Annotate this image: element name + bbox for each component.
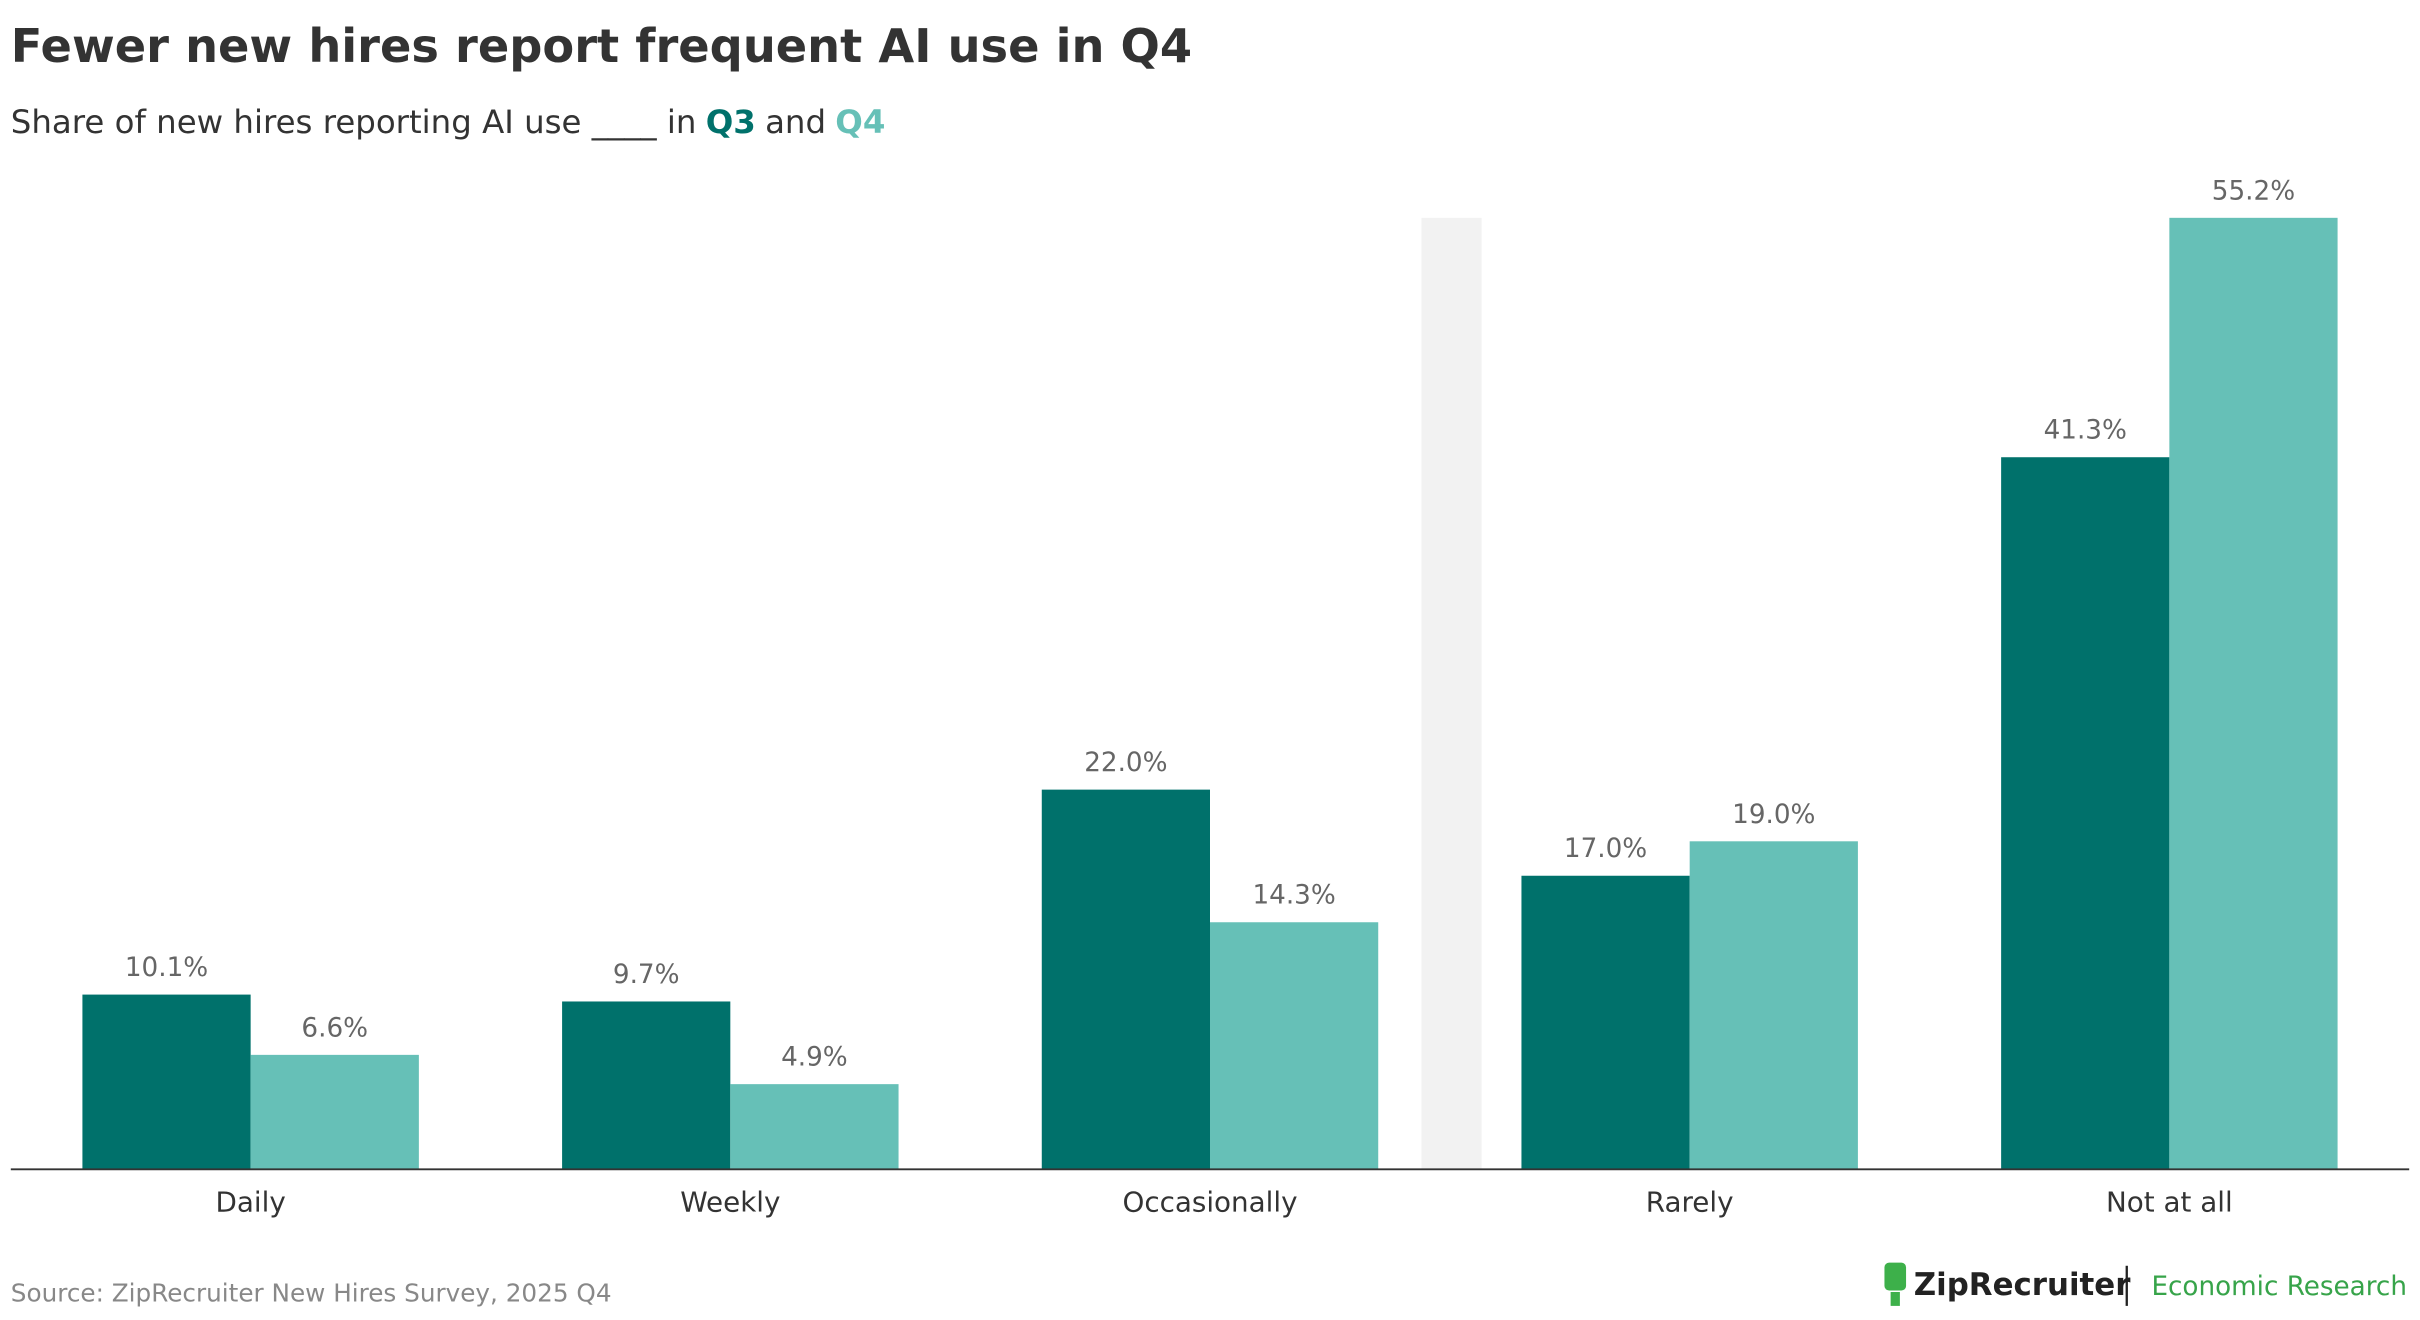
logo-icon bbox=[1890, 1292, 1900, 1306]
chart-title: Fewer new hires report frequent AI use i… bbox=[11, 19, 1192, 73]
value-label: 17.0% bbox=[1564, 834, 1647, 864]
bar bbox=[82, 994, 251, 1169]
legend-entry: Q4 bbox=[835, 103, 885, 141]
brand-unit: Economic Research bbox=[2151, 1272, 2407, 1302]
bar bbox=[562, 1001, 731, 1169]
logo-icon bbox=[1884, 1262, 1907, 1291]
x-tick-label: Not at all bbox=[2106, 1186, 2233, 1219]
plot-area: Daily 10.1% 6.6% Weekly 9.7% 4.9% Occasionally… bbox=[82, 176, 2338, 1219]
legend-entry: Q3 bbox=[706, 103, 756, 141]
value-label: 10.1% bbox=[125, 953, 208, 983]
bar bbox=[730, 1084, 899, 1169]
value-label: 41.3% bbox=[2044, 416, 2127, 446]
subtitle-text: and bbox=[765, 103, 826, 141]
chart-subtitle: Share of new hires reporting AI use ____… bbox=[11, 103, 886, 141]
bar bbox=[1521, 875, 1690, 1169]
x-tick-label: Weekly bbox=[680, 1186, 780, 1219]
value-label: 4.9% bbox=[781, 1043, 848, 1073]
value-label: 6.6% bbox=[301, 1013, 368, 1043]
bar bbox=[2169, 217, 2338, 1169]
brand-logo: ZipRecruiter Economic Research bbox=[1884, 1262, 2407, 1306]
x-tick-label: Rarely bbox=[1646, 1186, 1734, 1219]
value-label: 22.0% bbox=[1084, 748, 1167, 778]
brand-name: ZipRecruiter bbox=[1914, 1267, 2131, 1303]
bar bbox=[1689, 841, 1858, 1169]
bar bbox=[250, 1054, 419, 1169]
separator-band bbox=[1421, 217, 1482, 1169]
value-label: 19.0% bbox=[1732, 800, 1815, 830]
source-note: Source: ZipRecruiter New Hires Survey, 2… bbox=[11, 1278, 612, 1307]
x-tick-label: Occasionally bbox=[1122, 1186, 1297, 1219]
value-label: 55.2% bbox=[2212, 176, 2295, 206]
value-label: 9.7% bbox=[613, 960, 680, 990]
bar bbox=[1041, 789, 1210, 1169]
bar bbox=[1210, 922, 1379, 1169]
bar bbox=[2001, 457, 2170, 1169]
subtitle-text: Share of new hires reporting AI use ____… bbox=[11, 103, 697, 141]
x-tick-label: Daily bbox=[216, 1186, 286, 1219]
value-label: 14.3% bbox=[1252, 881, 1335, 911]
